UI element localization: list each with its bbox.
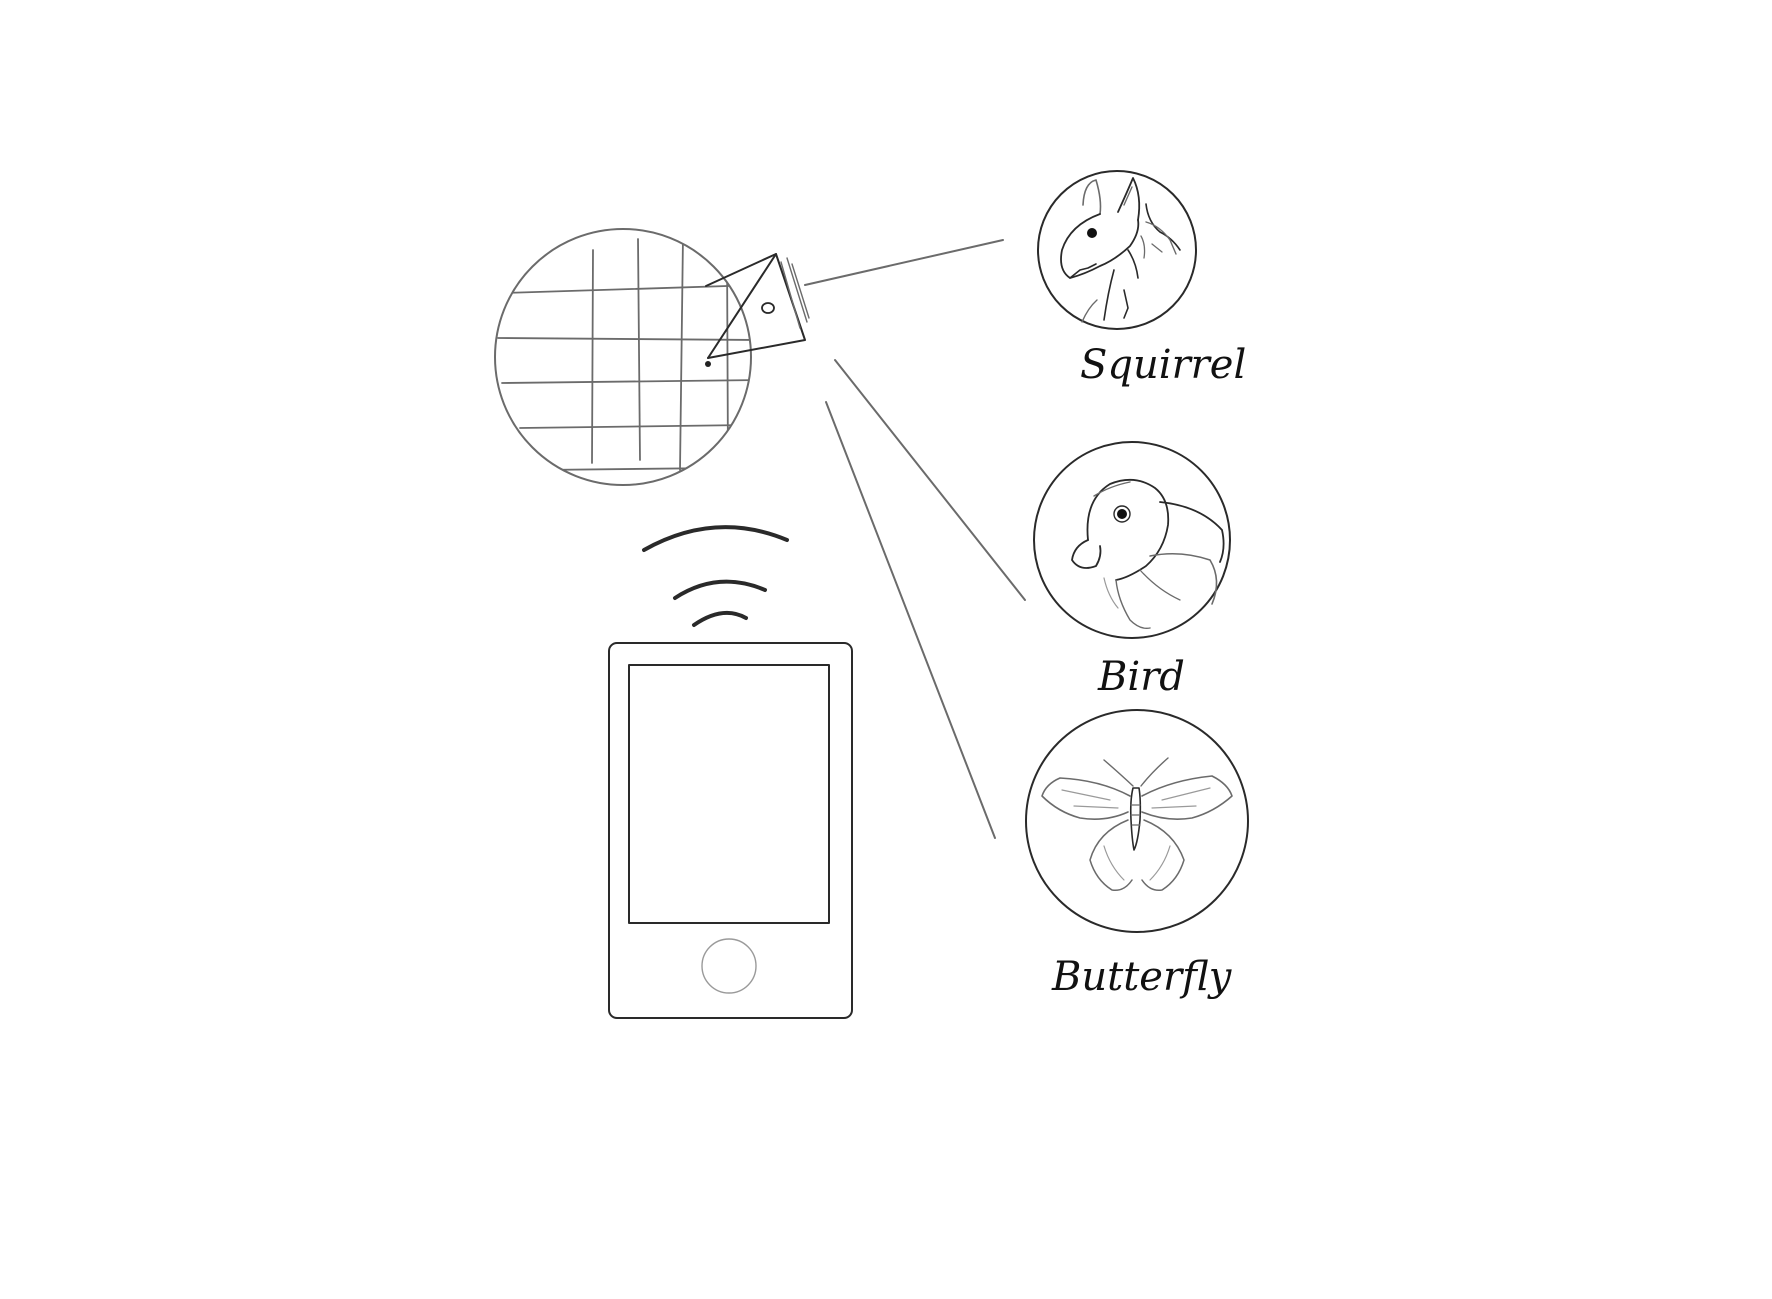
tablet-screen [629, 665, 829, 923]
tablet-body [609, 643, 852, 1018]
label-bird: Bird [1097, 654, 1185, 700]
map-origin-point [705, 361, 711, 367]
wireless-signal-icon [644, 527, 787, 625]
connector-to-squirrel [805, 240, 1003, 285]
bird-icon [1034, 442, 1230, 638]
connector-to-bird [835, 360, 1025, 600]
map-grid-icon [495, 229, 809, 485]
squirrel-icon [1038, 171, 1196, 329]
map-location-marker [762, 303, 774, 313]
tablet-home-button [702, 939, 756, 993]
connector-lines [805, 240, 1025, 838]
label-squirrel: Squirrel [1080, 342, 1246, 388]
butterfly-icon [1026, 710, 1248, 932]
label-butterfly: Butterfly [1051, 954, 1233, 1000]
tablet-device-icon [609, 643, 852, 1018]
